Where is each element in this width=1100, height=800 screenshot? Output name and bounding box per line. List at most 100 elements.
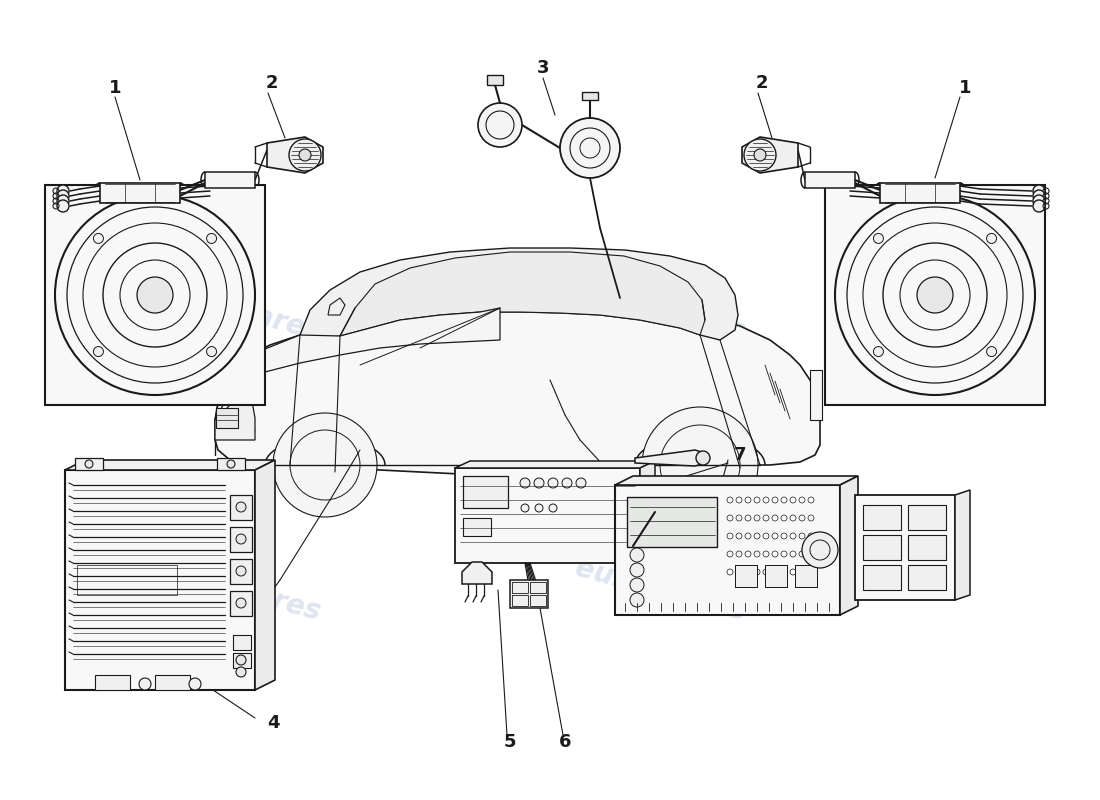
Bar	[463, 518, 491, 536]
Polygon shape	[255, 460, 275, 690]
Circle shape	[576, 478, 586, 488]
Bar	[908, 565, 946, 590]
Bar	[735, 565, 757, 587]
Polygon shape	[100, 183, 180, 203]
Circle shape	[207, 234, 217, 243]
Circle shape	[94, 234, 103, 243]
Bar	[615, 485, 840, 615]
Bar	[908, 535, 946, 560]
Circle shape	[1033, 190, 1045, 202]
Circle shape	[1033, 200, 1045, 212]
Bar	[155, 675, 190, 690]
Bar	[530, 582, 546, 593]
Circle shape	[227, 460, 235, 468]
Bar	[864, 505, 901, 530]
Bar	[233, 635, 251, 650]
Bar	[530, 595, 546, 606]
Text: 7: 7	[734, 446, 746, 464]
Circle shape	[236, 502, 246, 512]
Circle shape	[917, 277, 953, 313]
Bar	[908, 505, 946, 530]
Circle shape	[236, 534, 246, 544]
Circle shape	[57, 195, 69, 207]
Circle shape	[835, 195, 1035, 395]
Text: eurospares: eurospares	[121, 558, 279, 622]
Circle shape	[236, 655, 246, 665]
Bar	[512, 595, 528, 606]
Bar	[795, 565, 817, 587]
Polygon shape	[205, 172, 255, 188]
Polygon shape	[300, 248, 738, 340]
Circle shape	[630, 593, 644, 607]
Polygon shape	[214, 390, 255, 440]
Bar	[795, 565, 817, 587]
Bar	[75, 458, 103, 470]
Bar	[216, 408, 238, 428]
Text: 4: 4	[266, 714, 279, 732]
Circle shape	[236, 566, 246, 576]
Polygon shape	[462, 562, 492, 584]
Circle shape	[138, 277, 173, 313]
Polygon shape	[487, 75, 503, 85]
Bar	[855, 495, 955, 600]
Text: eurospares: eurospares	[146, 274, 323, 346]
Circle shape	[873, 234, 883, 243]
Polygon shape	[45, 185, 265, 405]
Polygon shape	[825, 185, 1045, 405]
Circle shape	[802, 532, 838, 568]
Circle shape	[236, 667, 246, 677]
Bar	[735, 565, 757, 587]
Circle shape	[94, 346, 103, 357]
Text: 2: 2	[266, 74, 278, 92]
Bar	[217, 458, 245, 470]
Circle shape	[630, 563, 644, 577]
Bar	[230, 527, 252, 552]
Circle shape	[57, 190, 69, 202]
Circle shape	[549, 504, 557, 512]
Circle shape	[57, 200, 69, 212]
Circle shape	[1033, 185, 1045, 197]
Polygon shape	[880, 183, 960, 203]
Circle shape	[57, 185, 69, 197]
Bar	[463, 476, 508, 508]
Bar	[510, 580, 548, 608]
Circle shape	[630, 548, 644, 562]
Polygon shape	[65, 460, 275, 470]
Text: 1: 1	[959, 79, 971, 97]
Circle shape	[521, 504, 529, 512]
Circle shape	[535, 504, 543, 512]
Polygon shape	[805, 172, 855, 188]
Polygon shape	[635, 450, 705, 466]
Circle shape	[1033, 195, 1045, 207]
Polygon shape	[214, 308, 500, 420]
Circle shape	[299, 149, 311, 161]
Text: 1: 1	[109, 79, 121, 97]
Circle shape	[562, 478, 572, 488]
Bar	[512, 582, 528, 593]
Circle shape	[289, 139, 321, 171]
Text: eurospares: eurospares	[572, 554, 748, 626]
Polygon shape	[582, 92, 598, 100]
Text: 3: 3	[537, 59, 549, 77]
Polygon shape	[455, 461, 654, 468]
Circle shape	[478, 103, 522, 147]
Circle shape	[987, 346, 997, 357]
Circle shape	[273, 413, 377, 517]
Circle shape	[139, 678, 151, 690]
Text: 5: 5	[504, 733, 516, 751]
Bar	[455, 468, 640, 563]
Polygon shape	[340, 252, 705, 336]
Circle shape	[987, 234, 997, 243]
Polygon shape	[328, 298, 345, 315]
Circle shape	[55, 195, 255, 395]
Bar	[764, 565, 786, 587]
Circle shape	[642, 407, 758, 523]
Polygon shape	[840, 476, 858, 615]
Circle shape	[189, 678, 201, 690]
Bar	[233, 653, 251, 668]
Circle shape	[560, 118, 620, 178]
Bar	[65, 470, 255, 690]
Circle shape	[744, 139, 775, 171]
Polygon shape	[615, 476, 858, 485]
Circle shape	[630, 578, 644, 592]
